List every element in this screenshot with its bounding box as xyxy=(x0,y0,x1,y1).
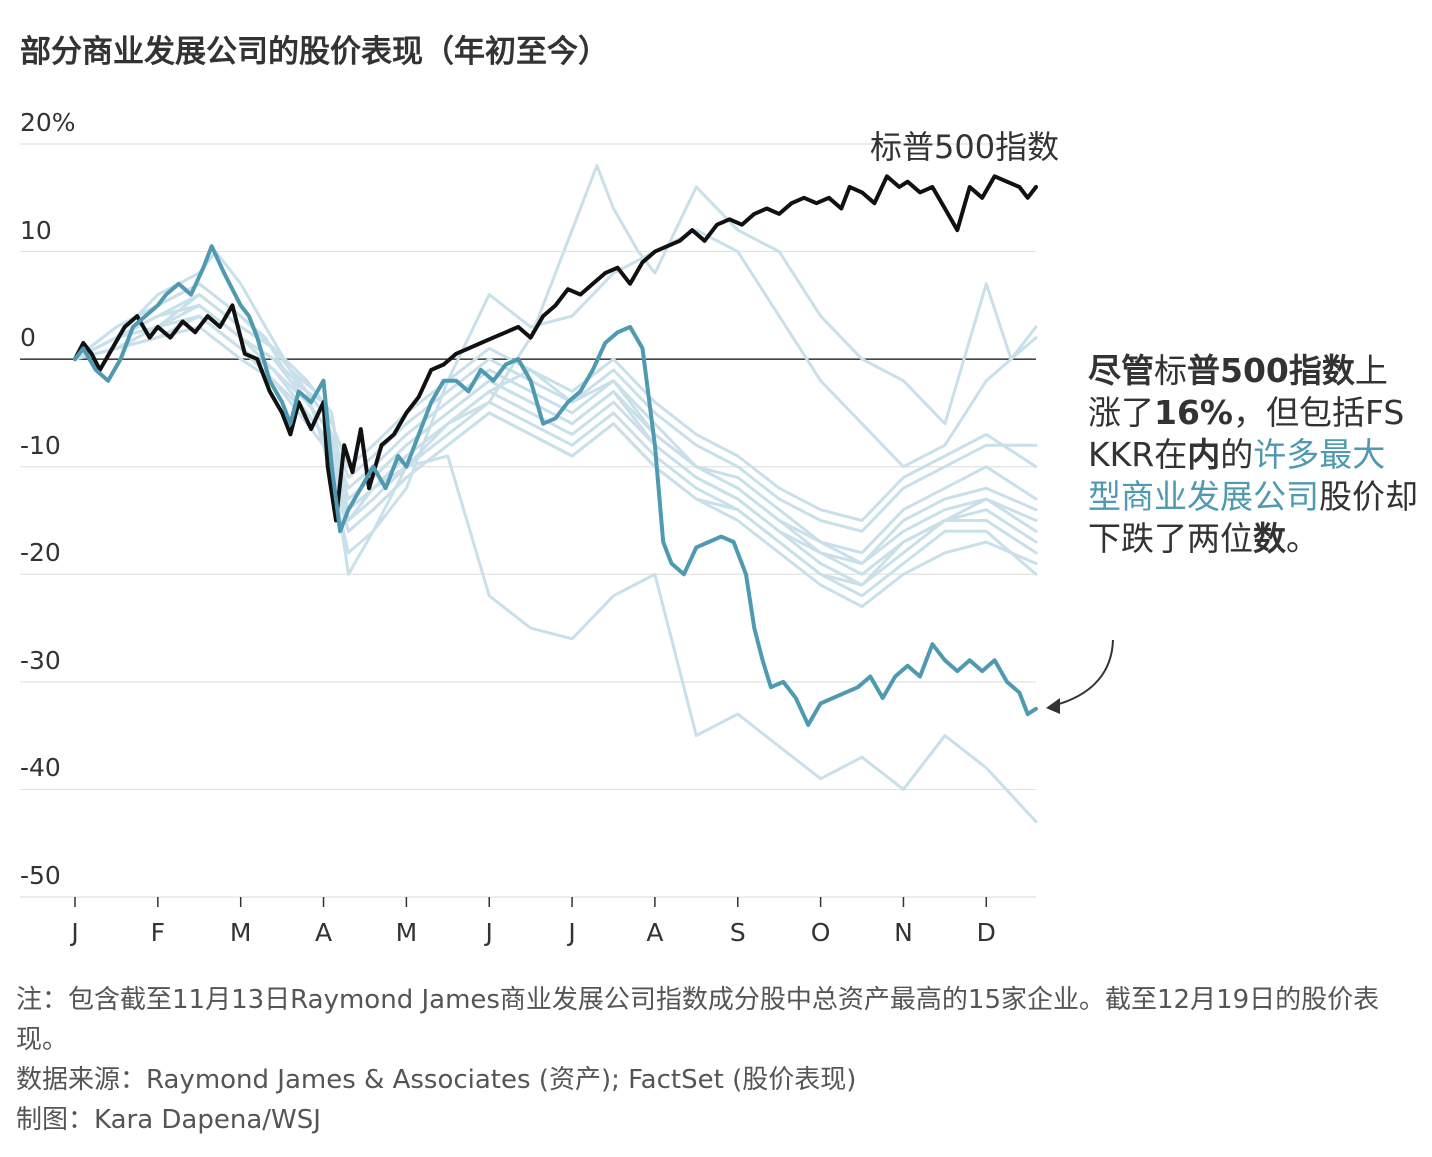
x-tick-label: J xyxy=(568,918,576,947)
chart-title: 部分商业发展公司的股价表现（年初至今） xyxy=(20,34,609,70)
x-tick-label: A xyxy=(314,918,333,947)
x-tick-label: J xyxy=(71,918,79,947)
footnotes: 注：包含截至11月13日Raymond James商业发展公司指数成分股中总资产… xyxy=(16,980,1416,1140)
series-line-标普500指数 xyxy=(73,174,1038,523)
x-tick-label: A xyxy=(646,918,664,947)
x-tick-label: S xyxy=(729,918,746,947)
y-tick-label: 20% xyxy=(20,108,76,137)
y-tick-label: -20 xyxy=(20,538,61,568)
x-tick-label: N xyxy=(894,918,913,947)
y-tick-label: -50 xyxy=(20,861,61,890)
y-tick-label: 0 xyxy=(20,323,36,353)
series-line-FS KKR xyxy=(73,244,1038,727)
credit-text: 制图：Kara Dapena/WSJ xyxy=(16,1105,321,1135)
x-tick-label: O xyxy=(810,918,831,947)
annotation-text: 尽管标普500指数上涨了16%，但包括FS KKR在内的许多最大型商业发展公司股… xyxy=(1088,351,1418,558)
source-text: 数据来源：Raymond James & Associates (资产); Fa… xyxy=(16,1065,857,1095)
y-tick-label: 10 xyxy=(20,215,52,245)
x-tick-label: D xyxy=(976,918,996,947)
series-line-BDC-10 xyxy=(73,293,1038,522)
x-tick-label: M xyxy=(229,918,252,947)
annotation-arrow xyxy=(1051,639,1114,707)
sp500-series-label: 标普500指数 xyxy=(870,128,1060,166)
series-line-BDC-13 xyxy=(73,282,1038,824)
series-line-BDC-11 xyxy=(73,314,1038,565)
annotation-arrow-head xyxy=(1046,698,1060,714)
y-tick-label: -10 xyxy=(20,430,61,460)
x-tick-label: M xyxy=(395,918,418,947)
x-tick-label: F xyxy=(150,918,166,947)
note-text: 注：包含截至11月13日Raymond James商业发展公司指数成分股中总资产… xyxy=(16,985,1380,1055)
series-line-BDC-9 xyxy=(73,325,1038,576)
series-line-BDC-12 xyxy=(73,303,1038,587)
y-tick-label: -40 xyxy=(20,753,61,783)
y-tick-label: -30 xyxy=(20,645,61,675)
x-tick-label: J xyxy=(485,918,493,947)
